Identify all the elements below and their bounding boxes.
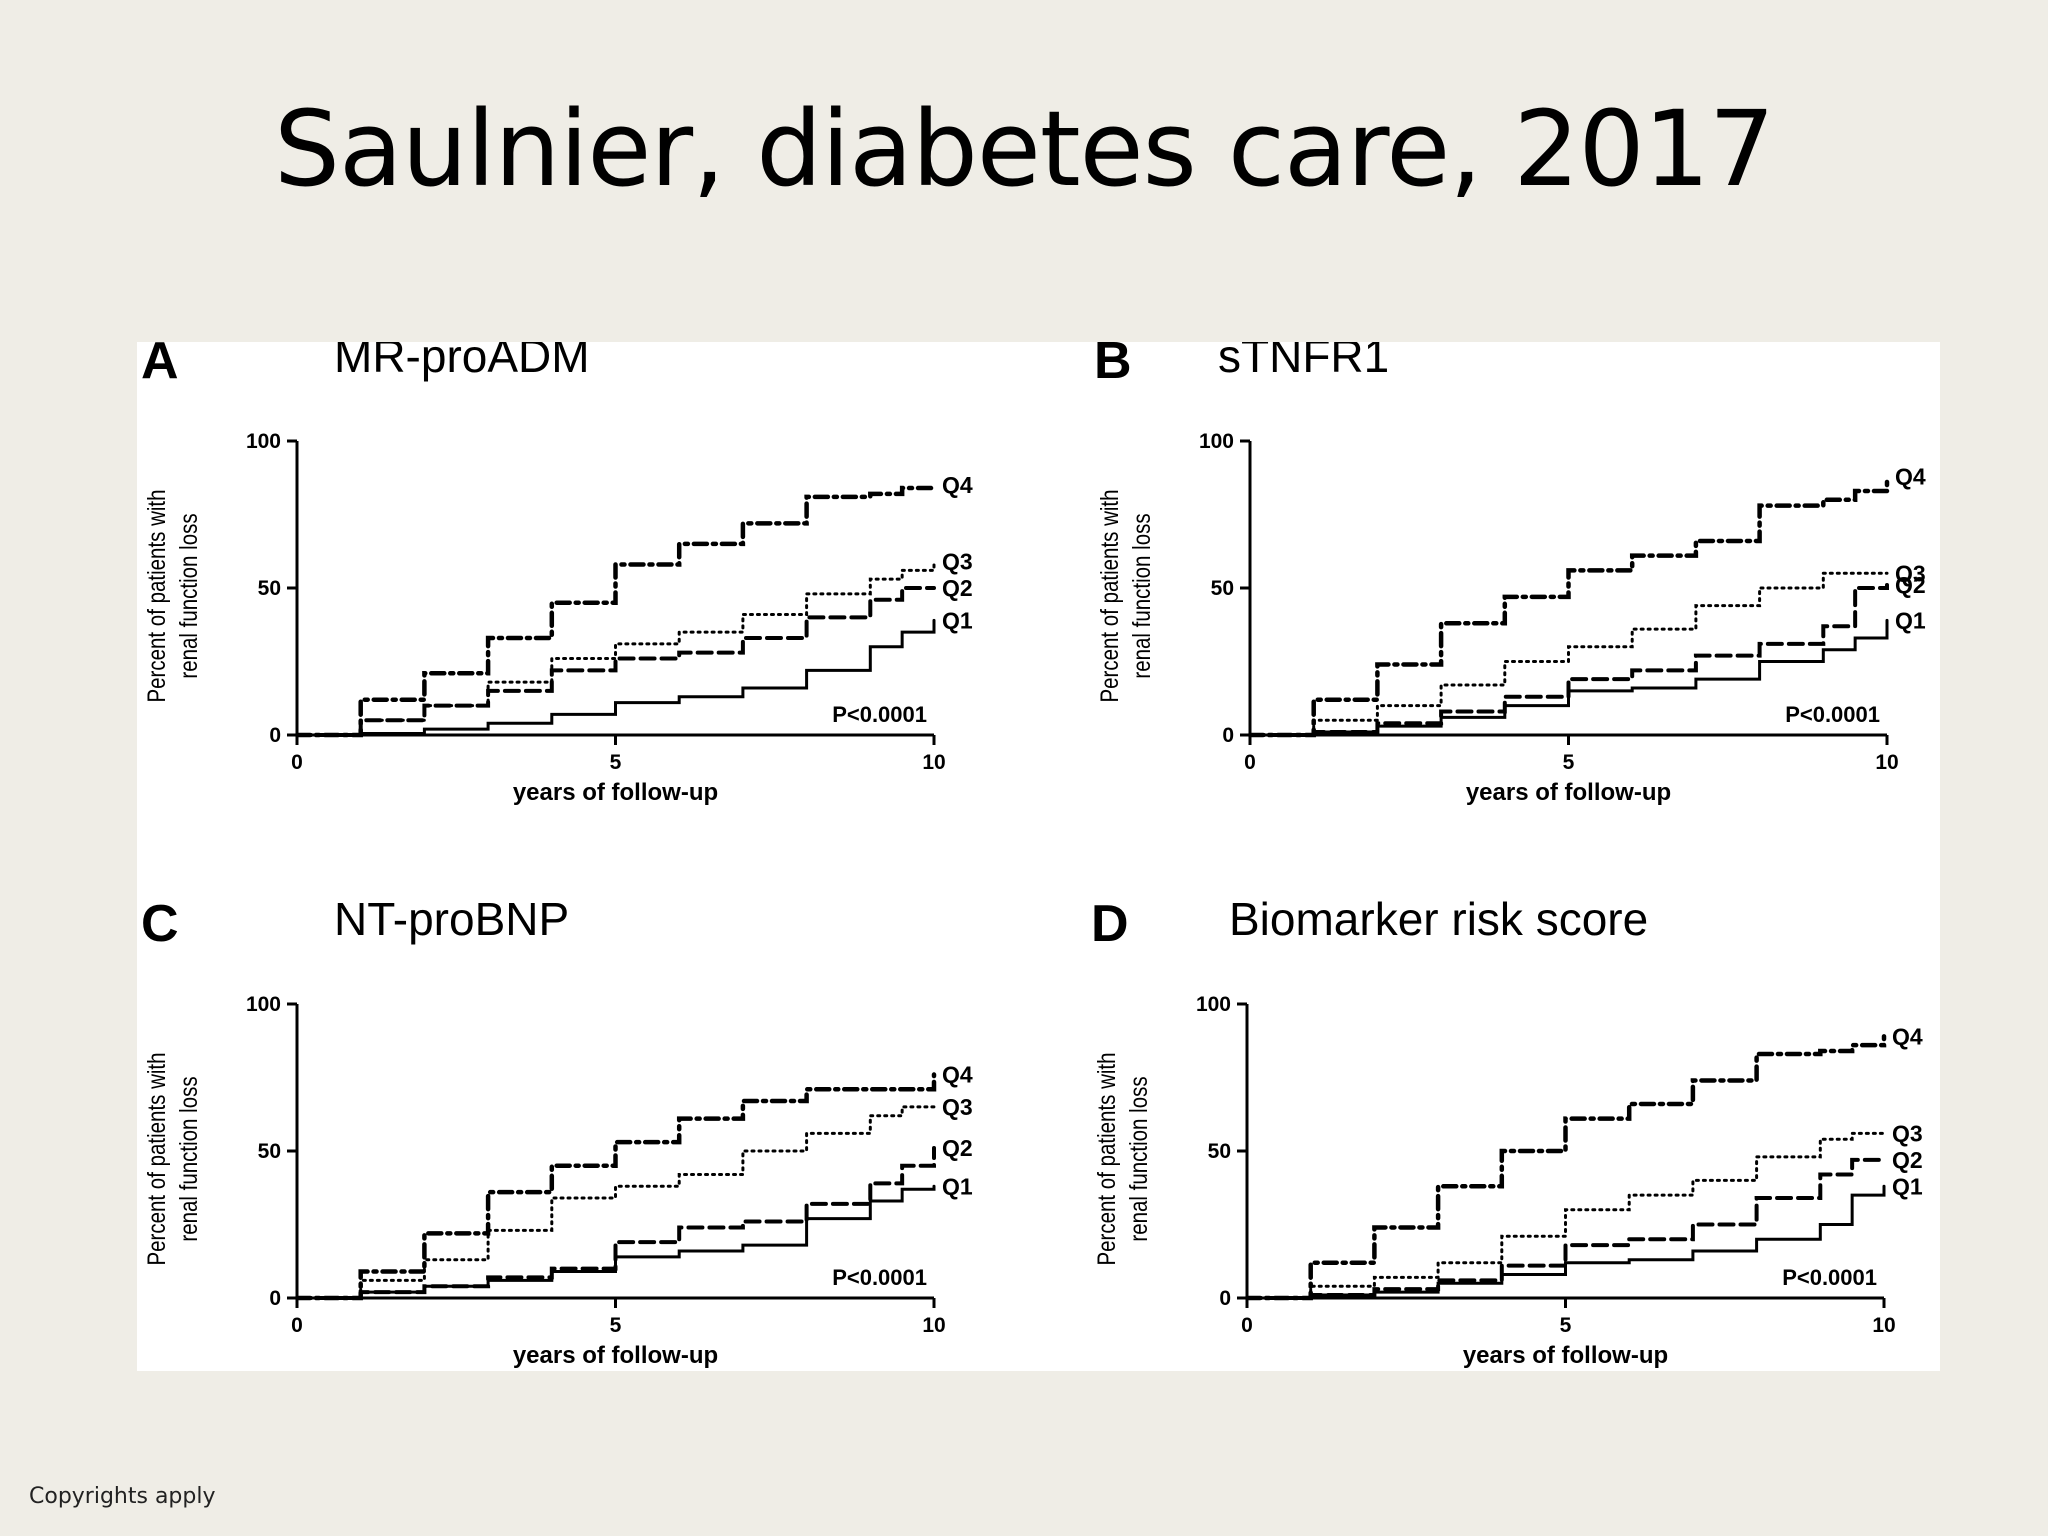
y-axis-label-line: renal function loss	[174, 1076, 202, 1241]
x-tick-label: 5	[610, 1314, 622, 1337]
series-line-q4	[1244, 1034, 1887, 1301]
series-label-q2: Q2	[942, 1135, 973, 1161]
y-tick-label: 0	[1222, 724, 1234, 747]
y-tick-label: 100	[1196, 993, 1231, 1016]
chart-panel-a: A MR-proADM 0 50 100 0 5 10 years of follow-up Pe…	[141, 342, 973, 806]
x-tick-label: 10	[922, 1314, 945, 1337]
panel-title: Biomarker risk score	[1229, 893, 1648, 945]
series-label-q4: Q4	[942, 1062, 973, 1088]
y-axis-label-line: Percent of patients with	[1092, 1052, 1120, 1265]
series-label-q1: Q1	[1892, 1173, 1923, 1199]
y-axis-label-line: renal function loss	[174, 513, 202, 678]
series-line-q3	[1248, 571, 1889, 737]
x-axis-label: years of follow-up	[1466, 779, 1671, 806]
panel-letter: B	[1094, 342, 1132, 390]
series-label-q4: Q4	[1892, 1023, 1923, 1049]
series-line-q4	[294, 1072, 937, 1301]
series-line-q1	[295, 618, 936, 737]
series-label-q4: Q4	[942, 472, 973, 498]
series-label-q3: Q3	[942, 1094, 973, 1120]
y-tick-label: 50	[258, 1140, 281, 1163]
y-tick-label: 50	[1208, 1140, 1231, 1163]
x-tick-label: 10	[1875, 751, 1898, 774]
series-line-q2	[1248, 583, 1889, 737]
series-label-q3: Q3	[1892, 1120, 1923, 1146]
y-axis-label: Percent of patients with renal function l…	[142, 1052, 202, 1265]
y-axis-label: Percent of patients with renal function l…	[1092, 1052, 1152, 1265]
series-line-q3	[1245, 1131, 1886, 1300]
x-tick-label: 5	[1560, 1314, 1572, 1337]
x-tick-label: 5	[610, 751, 622, 774]
y-tick-label: 0	[269, 1287, 281, 1310]
y-tick-label: 50	[258, 577, 281, 600]
series-label-q1: Q1	[1895, 607, 1926, 633]
p-value-label: P<0.0001	[832, 702, 927, 727]
p-value-label: P<0.0001	[832, 1265, 927, 1290]
x-tick-label: 10	[1872, 1314, 1895, 1337]
series-label-q2: Q2	[1895, 572, 1926, 598]
p-value-label: P<0.0001	[1785, 702, 1880, 727]
x-tick-label: 0	[1244, 751, 1256, 774]
y-tick-label: 50	[1211, 577, 1234, 600]
series-line-q4	[294, 482, 937, 738]
series-label-q4: Q4	[1895, 463, 1926, 489]
y-axis-label-line: Percent of patients with	[142, 1052, 170, 1265]
chart-panel-d: D Biomarker risk score 0 50 100 0 5 10 years of …	[1091, 893, 1923, 1369]
p-value-label: P<0.0001	[1782, 1265, 1877, 1290]
x-axis-label: years of follow-up	[1463, 1342, 1668, 1369]
y-tick-label: 100	[1199, 430, 1234, 453]
series-line-q2	[1245, 1157, 1886, 1300]
x-tick-label: 0	[1241, 1314, 1253, 1337]
panel-letter: A	[141, 342, 179, 390]
series-line-q4	[1247, 474, 1890, 738]
y-tick-label: 100	[246, 430, 281, 453]
panel-letter: C	[141, 895, 179, 953]
series-label-q1: Q1	[942, 607, 973, 633]
y-axis-label-line: renal function loss	[1124, 1076, 1152, 1241]
panel-title: NT-proBNP	[334, 893, 569, 945]
panel-title: MR-proADM	[334, 342, 590, 382]
figure: A MR-proADM 0 50 100 0 5 10 years of follow-up Pe…	[137, 342, 1940, 1371]
panel-letter: D	[1091, 895, 1129, 953]
y-tick-label: 100	[246, 993, 281, 1016]
series-label-q3: Q3	[1895, 560, 1926, 586]
series-label-q1: Q1	[942, 1173, 973, 1199]
copyright-notice: Copyrights apply	[29, 1484, 216, 1509]
series-line-q2	[295, 1146, 936, 1300]
x-tick-label: 0	[291, 751, 303, 774]
series-label-q2: Q2	[942, 575, 973, 601]
y-axis-label-line: Percent of patients with	[1095, 489, 1123, 702]
x-axis-label: years of follow-up	[513, 779, 718, 806]
x-tick-label: 5	[1563, 751, 1575, 774]
panel-title: sTNFR1	[1218, 342, 1389, 382]
x-axis-label: years of follow-up	[513, 1342, 718, 1369]
series-label-q3: Q3	[942, 549, 973, 575]
x-tick-label: 10	[922, 751, 945, 774]
y-axis-label-line: Percent of patients with	[142, 489, 170, 702]
x-tick-label: 0	[291, 1314, 303, 1337]
y-axis-label-line: renal function loss	[1127, 513, 1155, 678]
y-tick-label: 0	[1219, 1287, 1231, 1310]
series-label-q2: Q2	[1892, 1147, 1923, 1173]
y-tick-label: 0	[269, 724, 281, 747]
y-axis-label: Percent of patients with renal function l…	[1095, 489, 1155, 702]
slide-title: Saulnier, diabetes care, 2017	[273, 88, 1775, 210]
y-axis-label: Percent of patients with renal function l…	[142, 489, 202, 702]
chart-panel-c: C NT-proBNP 0 50 100 0 5 10 years of follow-up Pe…	[141, 893, 973, 1369]
